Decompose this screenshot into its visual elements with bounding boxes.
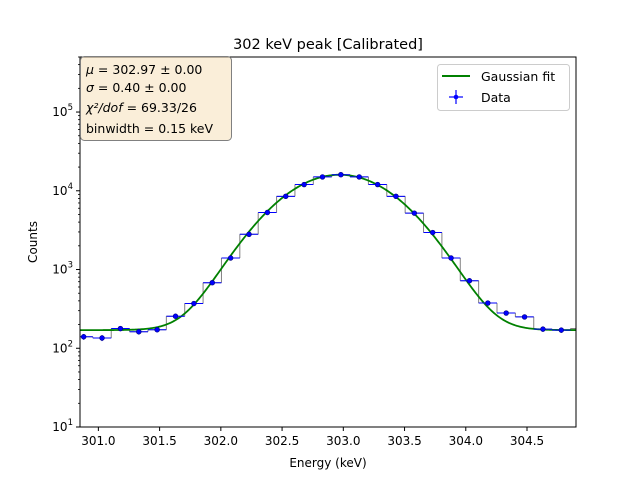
data-point [331, 172, 351, 178]
y-tick-label: 103 [52, 261, 73, 277]
data-point [515, 314, 534, 320]
data-point [147, 327, 167, 333]
data-point [423, 229, 442, 236]
data-point-marker [521, 314, 528, 320]
data-point-marker [117, 325, 124, 332]
data-point [221, 255, 240, 261]
plot-frame [79, 56, 577, 428]
x-tick-label: 303.5 [387, 434, 421, 448]
legend-fit-label: Gaussian fit [481, 69, 555, 84]
gaussian-fit-line [80, 173, 576, 332]
data-point-marker [540, 326, 546, 332]
annotation-line-sigma: σ = 0.40 ± 0.00 [86, 80, 186, 95]
data-point-marker [374, 181, 381, 188]
legend-frame [437, 64, 570, 111]
data-point [129, 329, 148, 335]
data-point [203, 280, 222, 286]
data-point [166, 313, 185, 319]
chart-title: 302 keV peak [Calibrated] [233, 37, 423, 53]
data-point [294, 181, 314, 188]
data-point-marker [99, 335, 105, 341]
data-point-marker [485, 300, 491, 306]
y-axis: 101 102 103 104 105 [52, 56, 80, 434]
data-point-marker [191, 300, 197, 307]
data-point [386, 193, 406, 200]
data-point [368, 181, 387, 188]
data-point [405, 210, 424, 216]
data-point [239, 231, 259, 238]
data-point [460, 278, 479, 284]
data-point-marker [319, 174, 326, 180]
data-point-marker [80, 334, 87, 340]
data-point [276, 193, 295, 200]
data-point [478, 300, 498, 306]
data-point [92, 335, 112, 342]
data-point-marker [209, 280, 215, 286]
data-point-marker [301, 181, 307, 188]
data-point-marker [558, 327, 565, 333]
x-tick-label: 304.5 [510, 434, 544, 448]
data-point-marker [448, 255, 454, 261]
annotation-line-mu: μ = 302.97 ± 0.00 [85, 62, 202, 77]
x-tick-label: 303.0 [326, 434, 360, 448]
x-axis-label: Energy (keV) [289, 456, 366, 470]
data-point [552, 327, 571, 333]
y-axis-label: Counts [26, 221, 40, 263]
data-point [258, 209, 277, 216]
fit-layer [80, 173, 576, 332]
y-tick-label: 102 [52, 339, 73, 355]
data-point-marker [246, 231, 252, 238]
data-point-marker [393, 193, 399, 200]
data-point-marker [503, 310, 509, 316]
data-point [497, 310, 516, 316]
legend-data-swatch [449, 90, 463, 104]
data-point-marker [338, 172, 344, 178]
data-point [313, 174, 332, 180]
data-point-marker [264, 209, 271, 216]
data-point [80, 333, 93, 340]
x-tick-label: 304.0 [449, 434, 483, 448]
data-point [184, 300, 204, 307]
data-point-marker [466, 278, 473, 284]
annotation-box: μ = 302.97 ± 0.00 σ = 0.40 ± 0.00 χ²/dof… [80, 56, 232, 141]
x-tick-label: 302.5 [265, 434, 299, 448]
data-point [441, 255, 461, 261]
y-tick-label: 104 [52, 182, 73, 198]
data-point-marker [411, 210, 418, 216]
data-point-marker [154, 327, 160, 333]
data-point-marker [136, 329, 142, 335]
legend-data-label: Data [481, 90, 511, 105]
x-tick-label: 301.5 [142, 434, 176, 448]
y-tick-label: 101 [52, 418, 73, 434]
data-point-marker [430, 229, 436, 236]
y-tick-label: 105 [52, 103, 73, 119]
data-point-marker [356, 174, 362, 180]
data-point-marker [227, 255, 234, 261]
legend: Gaussian fit Data [437, 64, 570, 111]
annotation-box-frame [80, 56, 232, 141]
annotation-line-binwidth: binwidth = 0.15 keV [86, 121, 213, 136]
data-point [533, 326, 553, 332]
data-layer [80, 172, 571, 342]
x-tick-label: 301.0 [81, 434, 115, 448]
annotation-line-chi2: χ²/dof = 69.33/26 [85, 100, 197, 115]
data-point [350, 174, 369, 180]
data-point-marker [283, 193, 289, 200]
data-point-marker [172, 313, 179, 319]
data-point [111, 325, 130, 332]
x-tick-label: 302.0 [204, 434, 238, 448]
x-axis: 301.0 301.5 302.0 302.5 303.0 303.5 304.0 304.5 [81, 427, 544, 448]
